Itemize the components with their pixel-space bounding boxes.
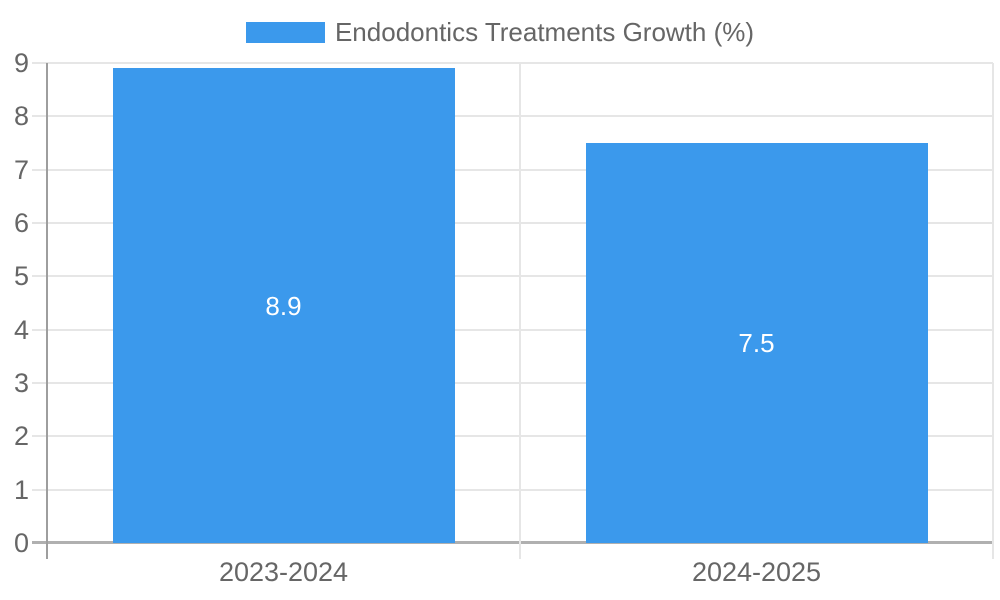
gridline-y-5 (32, 275, 993, 278)
x-tick-label: 2024-2025 (691, 557, 822, 587)
y-tick-label: 6 (13, 207, 29, 238)
y-tick-label: 7 (13, 154, 29, 185)
y-tick-label: 3 (13, 367, 29, 398)
y-tick-label: 1 (13, 474, 29, 505)
y-tick-label: 4 (13, 314, 29, 345)
legend-swatch (245, 22, 325, 43)
plot-right-border (992, 63, 994, 559)
gridline-y-3 (32, 382, 993, 385)
gridline-y-6 (32, 222, 993, 225)
x-tick-label: 2023-2024 (218, 557, 349, 587)
legend[interactable]: Endodontics Treatments Growth (%) (0, 17, 1000, 47)
plot-area: 8.9 7.5 (32, 62, 994, 559)
bar[interactable]: 8.9 (112, 68, 455, 543)
category-separator (519, 63, 521, 559)
y-tick-label: 5 (13, 261, 29, 292)
y-tick-label: 9 (13, 48, 29, 78)
legend-label: Endodontics Treatments Growth (%) (334, 17, 755, 47)
gridline-y-8 (32, 115, 993, 118)
y-tick-label: 2 (13, 421, 29, 452)
gridline-y-7 (32, 168, 993, 171)
bar-value-label: 7.5 (738, 328, 775, 358)
y-tick-label: 0 (13, 528, 29, 558)
y-axis-line (46, 63, 48, 559)
gridline-y-1 (32, 488, 993, 491)
y-tick-label: 8 (13, 101, 29, 132)
bar[interactable]: 7.5 (585, 143, 928, 543)
gridline-y-4 (32, 328, 993, 331)
x-axis-labels: 2023-2024 2024-2025 (0, 558, 1000, 590)
gridline-y-2 (32, 435, 993, 438)
y-axis-labels: 0 1 2 3 4 5 6 7 8 9 (0, 49, 29, 557)
bar-value-label: 8.9 (265, 290, 302, 321)
x-axis-line (32, 541, 993, 544)
gridline-y-9 (32, 62, 993, 64)
